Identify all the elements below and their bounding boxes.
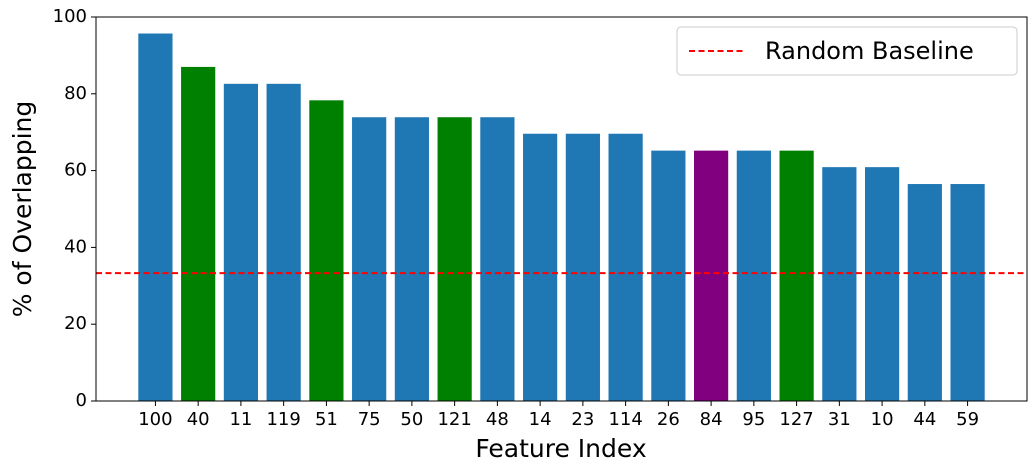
x-tick-label: 44 xyxy=(913,409,936,430)
legend-box xyxy=(676,26,1018,76)
bar xyxy=(950,184,985,401)
plot-frame xyxy=(95,16,1028,402)
x-tick-label: 95 xyxy=(742,409,765,430)
bar xyxy=(223,83,259,401)
bar xyxy=(779,150,814,401)
bar xyxy=(138,33,173,402)
legend-label: Random Baseline xyxy=(765,37,974,65)
y-tick-label: 0 xyxy=(76,390,87,411)
bar xyxy=(523,133,558,401)
y-tick-label: 80 xyxy=(64,83,87,104)
x-tick-label: 50 xyxy=(400,409,423,430)
x-axis-label: Feature Index xyxy=(475,434,646,463)
y-axis-label: % of Overlapping xyxy=(8,101,37,318)
x-tick-label: 23 xyxy=(571,409,594,430)
bar xyxy=(352,117,387,401)
y-tick-label: 60 xyxy=(64,160,87,181)
y-tick-label: 20 xyxy=(64,313,87,334)
bar xyxy=(651,150,686,401)
bar xyxy=(864,167,900,401)
x-tick-label: 75 xyxy=(358,409,381,430)
x-tick-label: 100 xyxy=(138,409,172,430)
x-tick-label: 14 xyxy=(529,409,552,430)
bar xyxy=(822,167,857,401)
bar xyxy=(694,150,729,401)
bar xyxy=(266,83,301,401)
x-tick-label: 40 xyxy=(187,409,210,430)
x-tick-label: 10 xyxy=(871,409,894,430)
x-tick-label: 114 xyxy=(608,409,642,430)
x-tick-label: 11 xyxy=(229,409,252,430)
bar xyxy=(394,117,429,401)
bar xyxy=(907,184,942,401)
y-tick-label: 100 xyxy=(53,6,87,27)
y-tick-label: 40 xyxy=(64,236,87,257)
x-tick-label: 121 xyxy=(437,409,471,430)
x-tick-label: 51 xyxy=(315,409,338,430)
bar xyxy=(437,117,472,401)
bar xyxy=(608,133,643,401)
bar xyxy=(480,117,515,401)
x-tick-label: 26 xyxy=(657,409,680,430)
bar xyxy=(309,100,344,401)
x-tick-label: 84 xyxy=(700,409,723,430)
x-tick-label: 48 xyxy=(486,409,509,430)
x-tick-label: 59 xyxy=(956,409,979,430)
bar xyxy=(736,150,771,401)
x-tick-label: 119 xyxy=(266,409,300,430)
x-tick-label: 31 xyxy=(828,409,851,430)
bar xyxy=(181,66,216,402)
bar xyxy=(565,133,600,401)
x-tick-label: 127 xyxy=(779,409,813,430)
